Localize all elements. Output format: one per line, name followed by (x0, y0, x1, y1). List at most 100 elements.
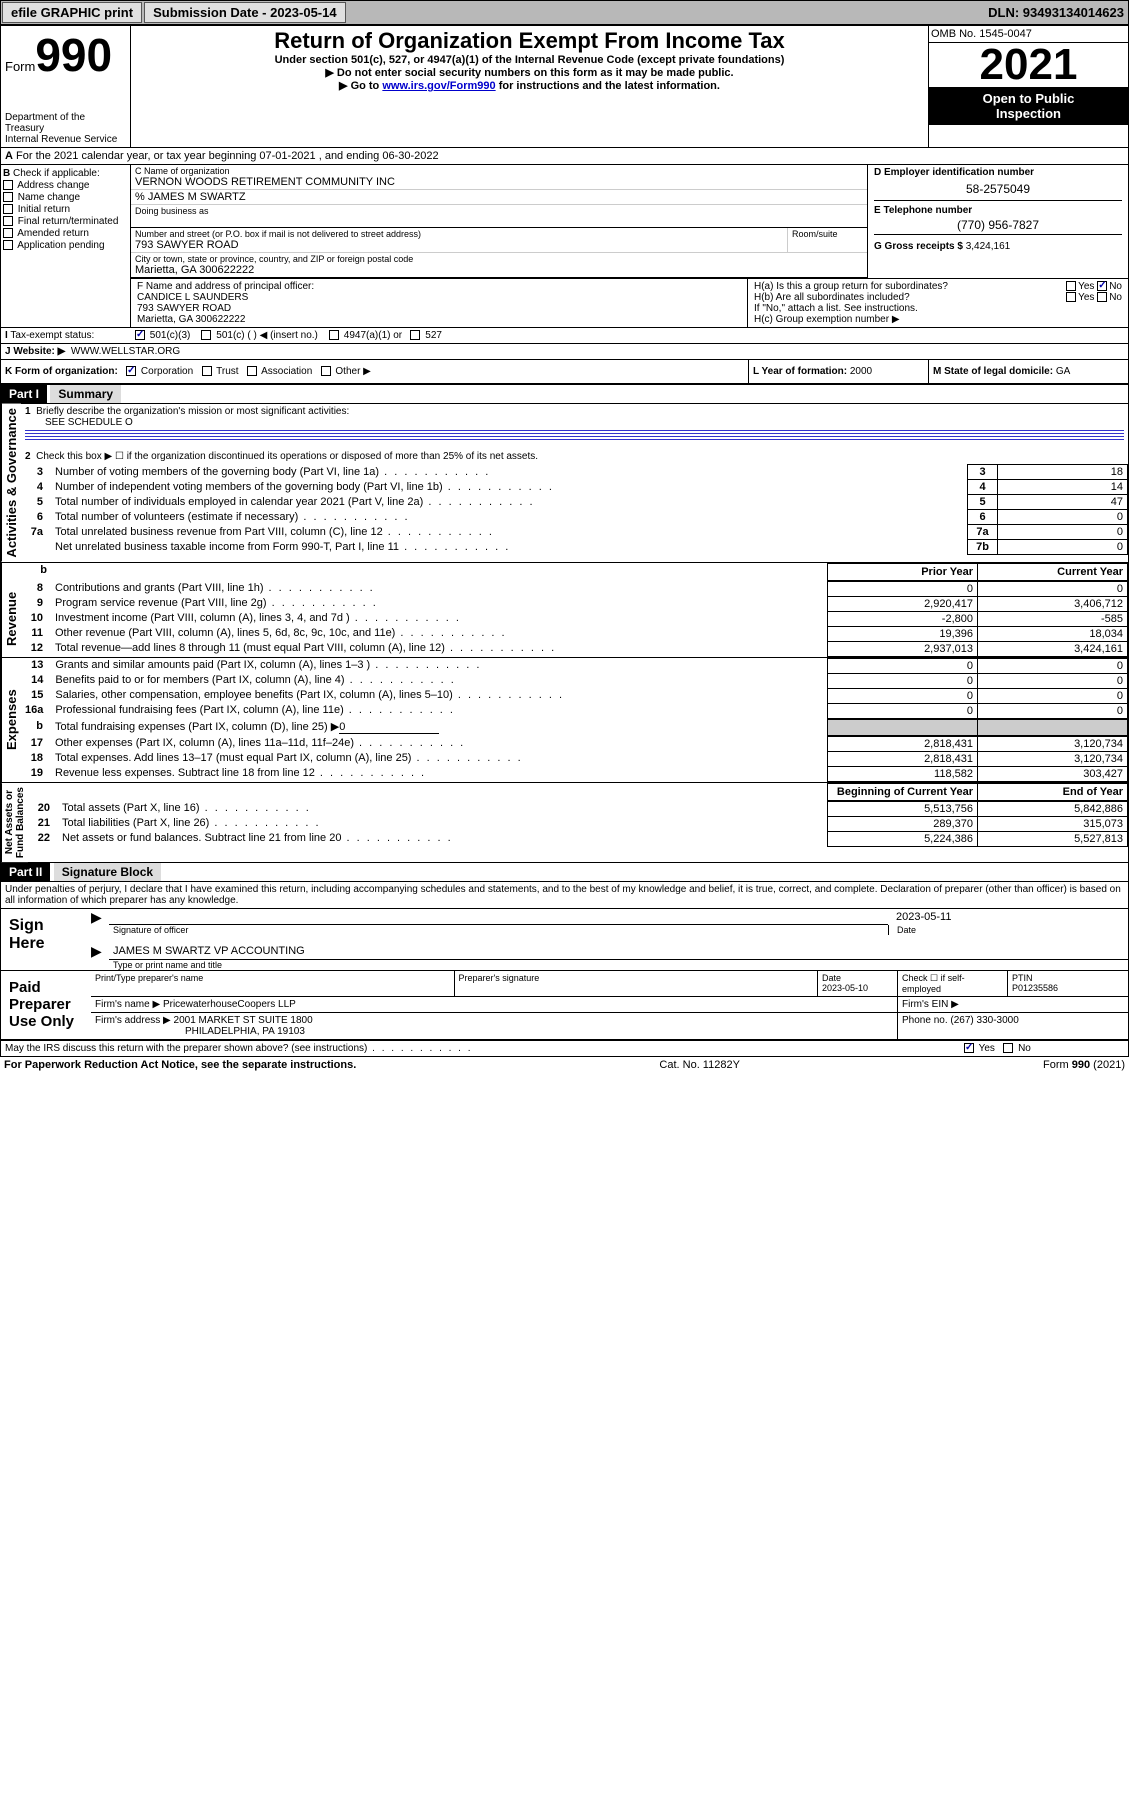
table-row: 22Net assets or fund balances. Subtract … (28, 831, 1128, 846)
checkbox-name-change[interactable] (3, 192, 13, 202)
officer-addr2: Marietta, GA 300622222 (137, 314, 741, 325)
dln-label: DLN: 93493134014623 (984, 5, 1128, 20)
section-a: A For the 2021 calendar year, or tax yea… (1, 148, 1128, 165)
section-k: K Form of organization: Corporation Trus… (1, 360, 748, 383)
section-l: L Year of formation: 2000 (748, 360, 928, 383)
527-checkbox[interactable] (410, 330, 420, 340)
hb-yes-checkbox[interactable] (1066, 292, 1076, 302)
table-row: 13Grants and similar amounts paid (Part … (21, 658, 1128, 673)
subtitle-1: Under section 501(c), 527, or 4947(a)(1)… (135, 54, 924, 66)
addr-label: Number and street (or P.O. box if mail i… (135, 229, 783, 239)
table-row: 7aTotal unrelated business revenue from … (21, 525, 1128, 540)
org-name: VERNON WOODS RETIREMENT COMMUNITY INC (135, 176, 863, 188)
officer-name: CANDICE L SAUNDERS (137, 292, 741, 303)
part2-header: Part II (1, 863, 50, 881)
table-row: 12Total revenue—add lines 8 through 11 (… (21, 641, 1128, 656)
form-footer: Form 990 (2021) (1043, 1059, 1125, 1071)
irs-label: Internal Revenue Service (5, 134, 126, 145)
assoc-checkbox[interactable] (247, 366, 257, 376)
dba-label: Doing business as (135, 206, 863, 216)
firm-addr2: PHILADELPHIA, PA 19103 (95, 1026, 893, 1037)
trust-checkbox[interactable] (202, 366, 212, 376)
firm-phone-label: Phone no. (902, 1015, 948, 1026)
firm-name-label: Firm's name ▶ (95, 999, 160, 1010)
hb-no-checkbox[interactable] (1097, 292, 1107, 302)
ptin-value: P01235586 (1012, 983, 1058, 993)
q1-value: SEE SCHEDULE O (25, 417, 1124, 428)
care-of: % JAMES M SWARTZ (135, 191, 863, 203)
top-toolbar: efile GRAPHIC print Submission Date - 20… (0, 0, 1129, 25)
submission-button[interactable]: Submission Date - 2023-05-14 (144, 2, 346, 23)
paperwork-notice: For Paperwork Reduction Act Notice, see … (4, 1059, 356, 1071)
form-label: Form990 (5, 28, 126, 82)
table-row: 21Total liabilities (Part X, line 26)289… (28, 816, 1128, 831)
table-row: 11Other revenue (Part VIII, column (A), … (21, 626, 1128, 641)
checkbox-amended-return[interactable] (3, 228, 13, 238)
table-row: 9Program service revenue (Part VIII, lin… (21, 596, 1128, 611)
section-hb: H(b) Are all subordinates included? Yes … (754, 292, 1122, 303)
type-name-label: Type or print name and title (109, 960, 1128, 970)
table-row: 19Revenue less expenses. Subtract line 1… (21, 766, 1128, 781)
discuss-yes-checkbox[interactable] (964, 1043, 974, 1053)
q2-label: Check this box ▶ ☐ if the organization d… (36, 451, 538, 462)
side-net-assets: Net Assets or Fund Balances (1, 783, 28, 862)
section-m: M State of legal domicile: GA (928, 360, 1128, 383)
table-row: 20Total assets (Part X, line 16)5,513,75… (28, 801, 1128, 816)
ptin-label: PTIN (1012, 973, 1033, 983)
table-row: 15Salaries, other compensation, employee… (21, 688, 1128, 703)
ha-no-checkbox[interactable] (1097, 281, 1107, 291)
form-title: Return of Organization Exempt From Incom… (135, 28, 924, 54)
col-preparer-sig: Preparer's signature (455, 971, 819, 996)
other-checkbox[interactable] (321, 366, 331, 376)
501c-checkbox[interactable] (201, 330, 211, 340)
4947-checkbox[interactable] (329, 330, 339, 340)
end-year-header: End of Year (978, 783, 1128, 800)
table-row: 17Other expenses (Part IX, column (A), l… (21, 736, 1128, 751)
officer-label: F Name and address of principal officer: (137, 281, 741, 292)
section-j: J Website: ▶ WWW.WELLSTAR.ORG (1, 344, 1128, 360)
prep-date: 2023-05-10 (822, 983, 868, 993)
officer-name-value: JAMES M SWARTZ VP ACCOUNTING (109, 943, 1128, 960)
room-label: Room/suite (792, 229, 863, 239)
irs-link[interactable]: www.irs.gov/Form990 (382, 80, 495, 92)
checkbox-final-return/terminated[interactable] (3, 216, 13, 226)
date-label: Date (888, 925, 1128, 935)
dept-label: Department of the Treasury (5, 112, 126, 134)
officer-addr1: 793 SAWYER ROAD (137, 303, 741, 314)
efile-button[interactable]: efile GRAPHIC print (2, 2, 142, 23)
gross-receipts-value: 3,424,161 (966, 241, 1011, 252)
sign-here-label: Sign Here (1, 909, 91, 970)
city-label: City or town, state or province, country… (135, 254, 863, 264)
website-value: WWW.WELLSTAR.ORG (71, 346, 180, 357)
firm-phone-value: (267) 330-3000 (950, 1015, 1018, 1026)
phone-label: E Telephone number (874, 205, 972, 216)
side-revenue: Revenue (1, 581, 21, 657)
prior-year-header: Prior Year (828, 563, 978, 580)
section-ha: H(a) Is this a group return for subordin… (754, 281, 1122, 292)
table-row: Net unrelated business taxable income fr… (21, 540, 1128, 555)
sig-date: 2023-05-11 (888, 909, 1128, 925)
ha-yes-checkbox[interactable] (1066, 281, 1076, 291)
firm-ein-label: Firm's EIN ▶ (898, 997, 1128, 1012)
table-row: 5Total number of individuals employed in… (21, 495, 1128, 510)
checkbox-initial-return[interactable] (3, 204, 13, 214)
self-employed-check: Check ☐ if self-employed (898, 971, 1008, 996)
tax-year: 2021 (929, 43, 1128, 87)
table-row: 18Total expenses. Add lines 13–17 (must … (21, 751, 1128, 766)
col-preparer-name: Print/Type preparer's name (91, 971, 455, 996)
ein-label: D Employer identification number (874, 167, 1034, 178)
part2-title: Signature Block (54, 863, 161, 881)
gross-receipts-label: G Gross receipts $ (874, 241, 963, 252)
side-expenses: Expenses (1, 658, 21, 782)
section-i: I Tax-exempt status: 501(c)(3) 501(c) ( … (1, 328, 1128, 344)
hb-note: If "No," attach a list. See instructions… (754, 303, 1122, 314)
checkbox-application-pending[interactable] (3, 240, 13, 250)
ein-value: 58-2575049 (874, 178, 1122, 200)
corp-checkbox[interactable] (126, 366, 136, 376)
501c3-checkbox[interactable] (135, 330, 145, 340)
table-row: 4Number of independent voting members of… (21, 480, 1128, 495)
checkbox-address-change[interactable] (3, 180, 13, 190)
street-address: 793 SAWYER ROAD (135, 239, 783, 251)
subtitle-3: ▶ Go to www.irs.gov/Form990 for instruct… (135, 79, 924, 92)
discuss-no-checkbox[interactable] (1003, 1043, 1013, 1053)
